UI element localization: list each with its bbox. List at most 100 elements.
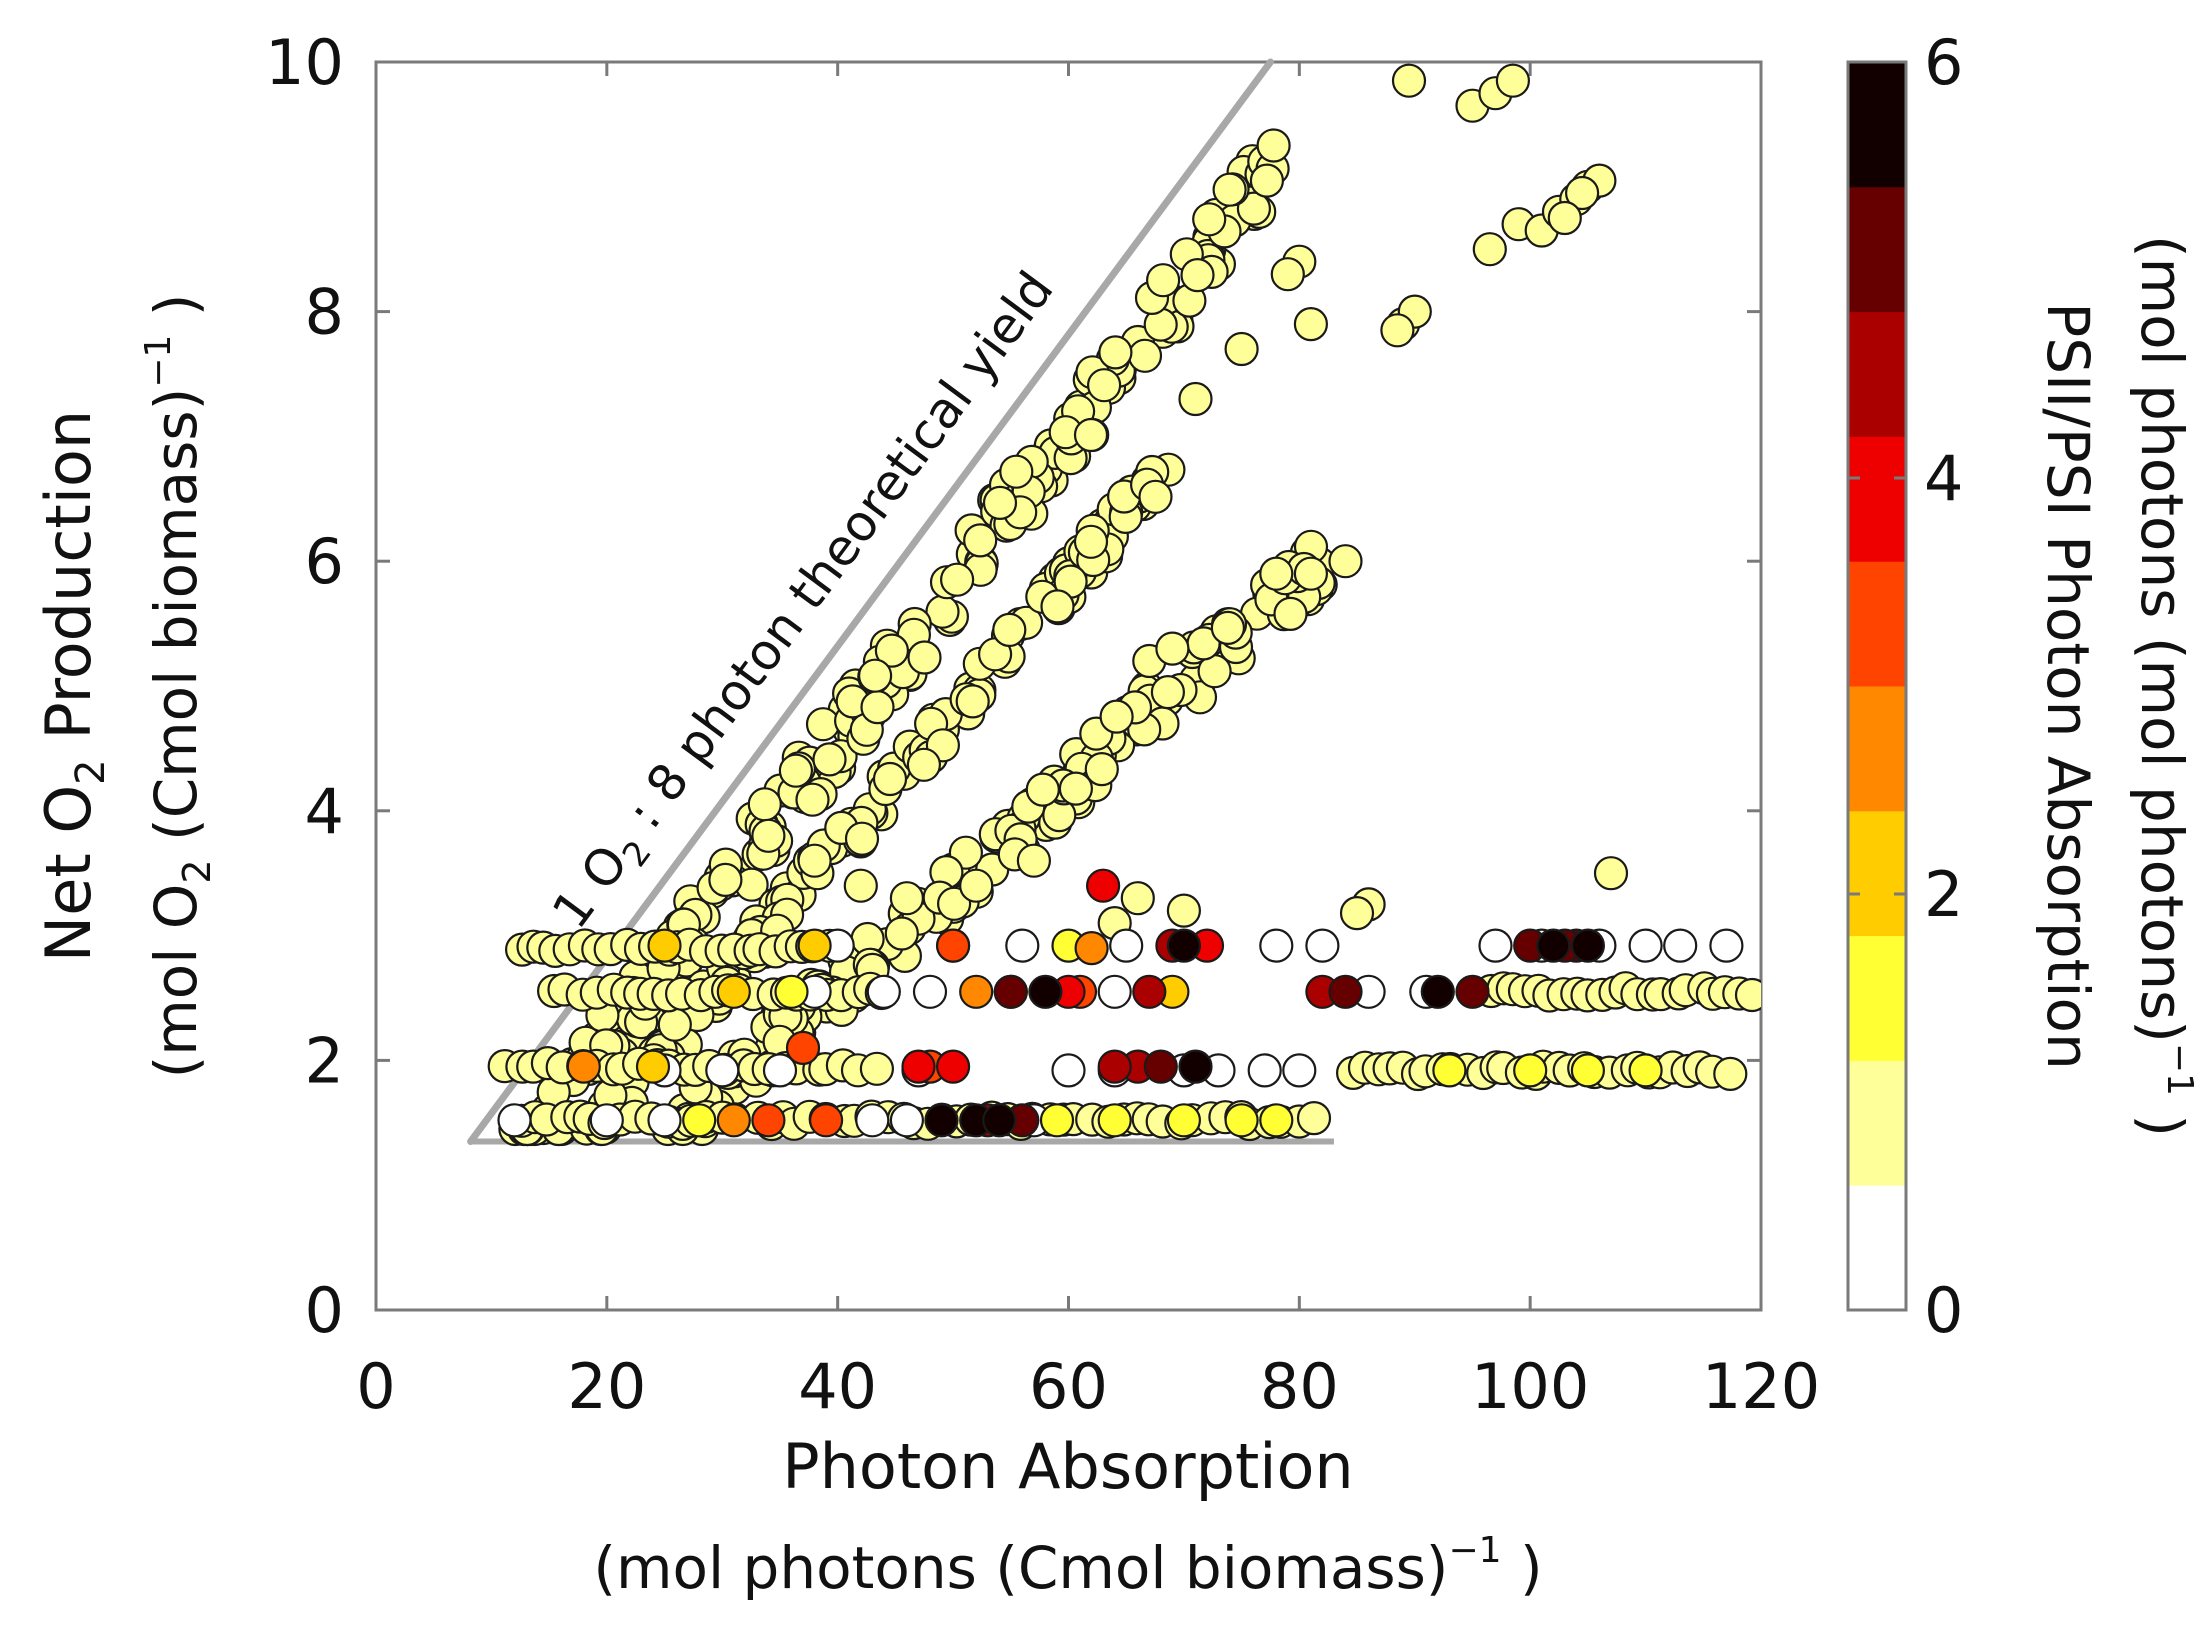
scatter-point bbox=[1455, 974, 1490, 1009]
scatter-point bbox=[716, 974, 751, 1009]
scatter-point bbox=[1270, 257, 1305, 292]
scatter-point bbox=[1713, 1056, 1748, 1092]
scatter-point bbox=[963, 523, 998, 558]
scatter-point bbox=[1166, 1103, 1202, 1138]
scatter-point bbox=[1025, 772, 1060, 807]
scatter-point bbox=[1138, 479, 1173, 514]
scatter-point bbox=[1296, 1100, 1332, 1136]
scatter-point bbox=[1249, 163, 1285, 198]
scatter-point bbox=[866, 974, 901, 1009]
colorbar-level bbox=[1848, 62, 1906, 188]
scatter-point bbox=[860, 689, 895, 725]
scatter-point bbox=[1391, 63, 1427, 98]
x-tick-label: 120 bbox=[1702, 1350, 1820, 1423]
scatter-point bbox=[589, 1103, 624, 1138]
scatter-point bbox=[1709, 928, 1744, 963]
colorbar-label-line2: (mol photons (mol photons)−1 ) bbox=[2128, 235, 2200, 1137]
scatter-point bbox=[1084, 751, 1119, 787]
y-axis-label-line1-a: Net O bbox=[32, 785, 105, 962]
scatter-point bbox=[1150, 674, 1186, 710]
y-tick-label: 0 bbox=[305, 1274, 344, 1347]
scatter-point bbox=[1073, 524, 1109, 559]
scatter-point bbox=[762, 1053, 798, 1088]
scatter-point bbox=[774, 974, 809, 1009]
scatter-point bbox=[1247, 1053, 1282, 1088]
scatter-point bbox=[1180, 258, 1215, 293]
scatter-point bbox=[1282, 1053, 1317, 1088]
y-axis-label-line2-a: (mol O bbox=[142, 884, 210, 1079]
x-tick-label: 60 bbox=[1029, 1350, 1108, 1423]
colorbar-level bbox=[1848, 1060, 1906, 1186]
scatter-point bbox=[635, 1049, 671, 1084]
colorbar-tick-label: 6 bbox=[1924, 26, 1963, 99]
y-tick-label: 6 bbox=[305, 525, 344, 598]
scatter-point bbox=[1145, 263, 1181, 298]
scatter-point bbox=[778, 753, 814, 788]
scatter-point bbox=[999, 454, 1034, 489]
scatter-point bbox=[1120, 881, 1155, 916]
scatter-point bbox=[1058, 771, 1094, 806]
scatter-point bbox=[907, 640, 942, 675]
scatter-point bbox=[884, 916, 919, 951]
scatter-point bbox=[874, 633, 910, 668]
scatter-point bbox=[797, 843, 832, 878]
colorbar-level bbox=[1848, 686, 1906, 812]
scatter-point bbox=[1663, 928, 1698, 963]
scatter-point bbox=[935, 928, 971, 963]
scatter-point bbox=[1628, 928, 1663, 963]
x-tick-label: 100 bbox=[1471, 1350, 1589, 1423]
scatter-point bbox=[1109, 928, 1144, 963]
y-axis-label-line2-sub: 2 bbox=[175, 859, 219, 883]
scatter-point bbox=[1339, 895, 1375, 931]
y-axis-label-close: ) bbox=[142, 294, 210, 335]
x-ticks: 0 20 40 60 80 100 120 bbox=[356, 62, 1820, 1423]
scatter-point bbox=[747, 787, 782, 822]
scatter-point bbox=[1432, 1053, 1467, 1088]
x-tick-label: 80 bbox=[1260, 1350, 1339, 1423]
y-axis-label-line2: (mol O2 (Cmol biomass)−1 ) bbox=[138, 294, 219, 1079]
y-ticks: 0 2 4 6 8 10 bbox=[265, 26, 1761, 1347]
scatter-point bbox=[935, 1049, 971, 1084]
scatter-point bbox=[1097, 974, 1132, 1009]
scatter-point bbox=[872, 761, 908, 797]
colorbar: 0 2 4 6 PSII/PSI Photon Absorption (mol pho… bbox=[1846, 26, 2200, 1347]
scatter-point bbox=[1210, 610, 1246, 646]
scatter-point bbox=[1086, 368, 1122, 403]
scatter-point bbox=[1073, 417, 1109, 453]
scatter-point bbox=[982, 1103, 1017, 1138]
scatter-point bbox=[1628, 1053, 1663, 1088]
scatter-point bbox=[843, 868, 878, 903]
scatter-point bbox=[1273, 596, 1308, 632]
scatter-point bbox=[1495, 63, 1531, 98]
scatter-point bbox=[939, 562, 975, 597]
scatter-point bbox=[1593, 856, 1629, 891]
scatter-point bbox=[1328, 974, 1363, 1009]
y-axis-label-line1: Net O2 Production bbox=[32, 410, 114, 962]
scatter-point bbox=[812, 742, 847, 777]
colorbar-label-line2-main: (mol photons (mol photons) bbox=[2128, 235, 2196, 1043]
y-tick-label: 10 bbox=[265, 26, 344, 99]
scatter-point bbox=[1212, 172, 1247, 207]
scatter-point bbox=[1478, 928, 1513, 963]
scatter-point bbox=[1085, 868, 1121, 903]
scatter-point bbox=[1005, 928, 1040, 963]
scatter-point bbox=[785, 1030, 821, 1066]
scatter-point bbox=[1132, 974, 1167, 1009]
scatter-point bbox=[1734, 977, 1761, 1013]
scatter-point bbox=[1536, 928, 1571, 963]
scatter-point bbox=[797, 928, 832, 963]
scatter-point bbox=[795, 782, 830, 817]
scatter-point bbox=[647, 1103, 682, 1138]
scatter-point bbox=[497, 1103, 532, 1138]
x-axis-label-line1: Photon Absorption bbox=[782, 1430, 1353, 1503]
scatter-point bbox=[1097, 1103, 1132, 1138]
scatter-point bbox=[982, 485, 1018, 520]
scatter-point bbox=[1293, 307, 1329, 342]
colorbar-ticks: 0 2 4 6 bbox=[1848, 26, 1963, 1347]
scatter-point bbox=[708, 862, 743, 898]
scatter-point bbox=[1097, 1049, 1132, 1084]
y-axis-label: Net O2 Production (mol O2 (Cmol biomass)… bbox=[32, 294, 219, 1079]
scatter-point bbox=[682, 1103, 717, 1138]
scatter-point bbox=[808, 1103, 844, 1138]
